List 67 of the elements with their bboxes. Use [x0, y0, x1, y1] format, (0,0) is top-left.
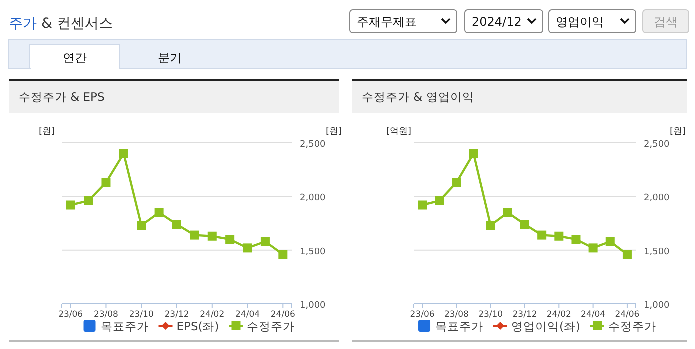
point — [606, 237, 615, 246]
chart-title: 수정주가 & 영업이익 — [362, 90, 474, 104]
x-tick-label: 23/08 — [444, 310, 469, 320]
x-tick-label: 24/04 — [236, 310, 260, 320]
point — [572, 235, 581, 244]
legend-label: 목표주가 — [436, 320, 484, 334]
text: 주재무제표 — [357, 15, 417, 29]
point — [520, 220, 530, 230]
y2-tick-label: 1,500 — [644, 247, 670, 258]
x-tick-label: 23/06 — [410, 310, 435, 320]
y2-tick-label: 1,000 — [644, 301, 670, 311]
legend-label: 영업이익(좌) — [512, 320, 580, 334]
y2-axis-title: [원] — [326, 127, 342, 137]
point — [503, 208, 512, 218]
point — [102, 178, 111, 188]
legend-label: 수정주가 — [247, 320, 296, 334]
point — [486, 221, 496, 230]
x-tick-label: 23/08 — [94, 310, 118, 320]
point — [208, 232, 217, 241]
text: 영업이익 — [556, 15, 604, 29]
point — [435, 196, 444, 206]
point — [260, 237, 270, 246]
point — [243, 244, 252, 253]
y2-tick-label: 1,500 — [300, 247, 326, 258]
point — [452, 178, 462, 188]
y2-tick-label: 2,000 — [644, 194, 670, 204]
text: 검색 — [654, 15, 678, 29]
x-tick-label: 24/04 — [581, 310, 606, 320]
x-tick-label: 23/12 — [512, 310, 538, 320]
point — [538, 230, 547, 240]
x-tick-label: 23/10 — [478, 310, 504, 320]
text: 분기 — [158, 51, 182, 65]
y-axis-title: [원] — [38, 127, 56, 137]
point — [190, 230, 200, 240]
x-tick-label: 24/06 — [615, 310, 640, 320]
point — [418, 200, 428, 210]
y2-tick-label: 2,500 — [300, 140, 326, 150]
point — [172, 220, 182, 230]
point — [588, 244, 598, 253]
y2-axis-title: [원] — [670, 127, 686, 137]
y-axis-title: [억원] — [386, 127, 412, 137]
legend-label: 목표주가 — [100, 320, 149, 334]
x-tick-label: 23/10 — [129, 310, 154, 320]
point — [119, 149, 128, 158]
x-tick-label: 24/02 — [546, 310, 572, 320]
point — [554, 232, 564, 241]
point — [226, 235, 235, 244]
y2-tick-label: 1,000 — [300, 301, 326, 311]
point — [469, 149, 478, 158]
x-tick-label: 24/02 — [200, 310, 225, 320]
y2-tick-label: 2,500 — [644, 140, 670, 150]
x-tick-label: 24/06 — [270, 310, 296, 320]
text: 2024/12 — [472, 15, 522, 29]
point — [84, 196, 94, 206]
point — [154, 208, 164, 218]
text: 주가 & 컨센서스 — [9, 16, 113, 32]
legend-label: 수정주가 — [608, 320, 656, 334]
point — [137, 221, 146, 230]
point — [278, 250, 288, 260]
point — [66, 200, 76, 210]
text: 연간 — [63, 51, 87, 65]
y2-tick-label: 2,000 — [300, 194, 326, 204]
point — [622, 250, 632, 260]
x-tick-label: 23/06 — [58, 310, 84, 320]
legend-label: EPS(좌) — [176, 320, 220, 334]
x-tick-label: 23/12 — [164, 310, 190, 320]
chart-title: 수정주가 & EPS — [19, 90, 105, 104]
